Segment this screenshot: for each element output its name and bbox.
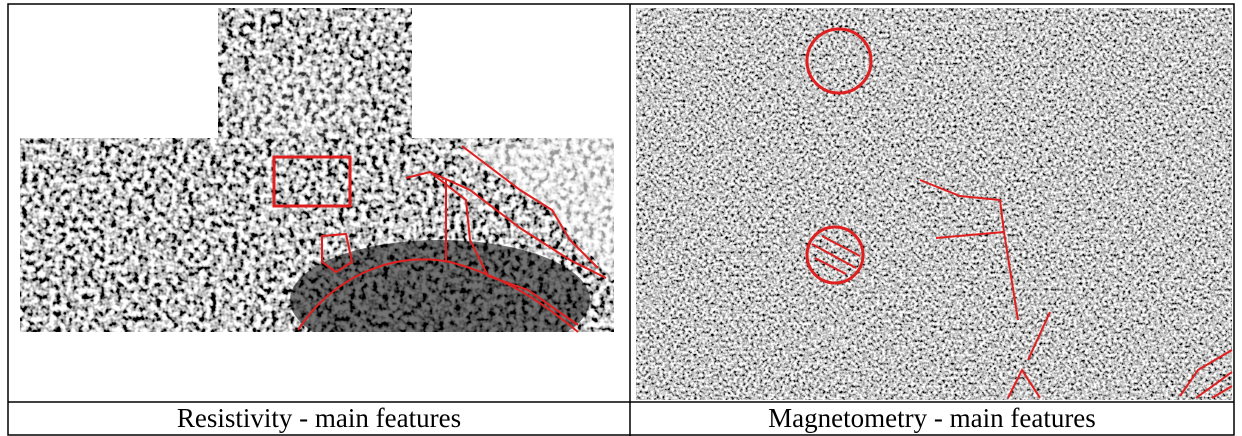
magnetometry-image	[636, 8, 1232, 400]
page: Resistivity - main features Magnetometry…	[0, 0, 1242, 436]
caption: Resistivity - main features	[177, 403, 461, 433]
figure: Resistivity - main features Magnetometry…	[0, 0, 1242, 436]
resistivity-image	[20, 8, 614, 360]
caption: Magnetometry - main features	[768, 403, 1096, 433]
